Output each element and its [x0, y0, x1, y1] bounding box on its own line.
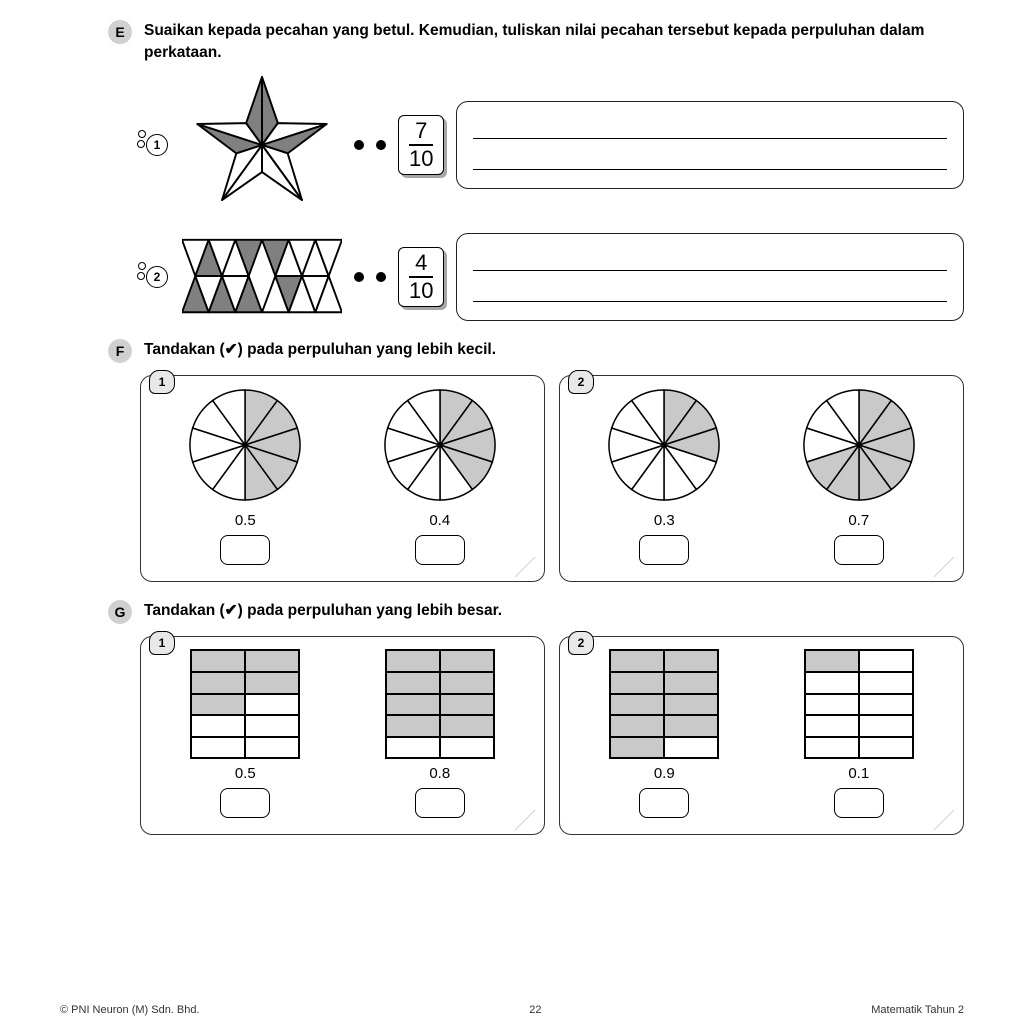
pie-option: 0.5 — [188, 388, 302, 565]
decimal-label: 0.3 — [654, 512, 675, 529]
grid-panel: 2 0.9 0.1 — [559, 636, 964, 835]
section-f: F Tandakan (✔) pada perpuluhan yang lebi… — [140, 339, 964, 582]
e-item-1: 1 — [140, 75, 964, 215]
panel-number: 1 — [149, 370, 175, 394]
grid-option: 0.9 — [609, 649, 719, 818]
pie-chart-icon — [802, 388, 916, 506]
fraction-grid — [385, 649, 495, 759]
section-title-e: Suaikan kepada pecahan yang betul. Kemud… — [144, 20, 964, 63]
decimal-label: 0.9 — [654, 765, 675, 782]
decimal-label: 0.4 — [429, 512, 450, 529]
decimal-label: 0.5 — [235, 765, 256, 782]
section-title-f: Tandakan (✔) pada perpuluhan yang lebih … — [144, 339, 496, 361]
decimal-label: 0.7 — [848, 512, 869, 529]
tick-box[interactable] — [415, 788, 465, 818]
fraction-grid — [804, 649, 914, 759]
section-badge-f: F — [108, 339, 132, 363]
tick-box[interactable] — [834, 535, 884, 565]
pie-option: 0.4 — [383, 388, 497, 565]
footer-copyright: © PNI Neuron (M) Sdn. Bhd. — [60, 1004, 200, 1016]
decimal-label: 0.1 — [848, 765, 869, 782]
e-item-2: 2 — [140, 233, 964, 321]
fraction-grid — [609, 649, 719, 759]
decimal-label: 0.5 — [235, 512, 256, 529]
pie-option: 0.7 — [802, 388, 916, 565]
tick-box[interactable] — [220, 535, 270, 565]
panel-number: 1 — [149, 631, 175, 655]
answer-lines[interactable] — [456, 101, 964, 189]
item-number-badge: 1 — [140, 132, 170, 158]
pie-chart-icon — [607, 388, 721, 506]
grid-option: 0.1 — [804, 649, 914, 818]
tick-box[interactable] — [834, 788, 884, 818]
section-g: G Tandakan (✔) pada perpuluhan yang lebi… — [140, 600, 964, 835]
section-title-g: Tandakan (✔) pada perpuluhan yang lebih … — [144, 600, 502, 622]
pie-chart-icon — [188, 388, 302, 506]
match-dot — [376, 272, 386, 282]
section-badge-e: E — [108, 20, 132, 44]
tick-box[interactable] — [220, 788, 270, 818]
decimal-label: 0.8 — [429, 765, 450, 782]
fraction-4-10: 4 10 — [398, 247, 444, 307]
tick-box[interactable] — [639, 788, 689, 818]
grid-panel: 1 0.5 0.8 — [140, 636, 545, 835]
pie-option: 0.3 — [607, 388, 721, 565]
pie-chart-icon — [383, 388, 497, 506]
section-badge-g: G — [108, 600, 132, 624]
match-dot — [354, 272, 364, 282]
footer-subject: Matematik Tahun 2 — [871, 1004, 964, 1016]
tick-box[interactable] — [415, 535, 465, 565]
star-shape — [182, 75, 342, 215]
match-dot — [354, 140, 364, 150]
panel-number: 2 — [568, 631, 594, 655]
triangle-strip-shape — [182, 238, 342, 316]
panel-number: 2 — [568, 370, 594, 394]
page-footer: © PNI Neuron (M) Sdn. Bhd. 22 Matematik … — [60, 1004, 964, 1016]
grid-option: 0.8 — [385, 649, 495, 818]
answer-lines[interactable] — [456, 233, 964, 321]
pie-panel: 2 0.3 0.7 — [559, 375, 964, 582]
match-dot — [376, 140, 386, 150]
footer-page: 22 — [529, 1004, 541, 1016]
item-number-badge: 2 — [140, 264, 170, 290]
fraction-7-10: 7 10 — [398, 115, 444, 175]
grid-option: 0.5 — [190, 649, 300, 818]
fraction-grid — [190, 649, 300, 759]
section-e: E Suaikan kepada pecahan yang betul. Kem… — [140, 20, 964, 321]
pie-panel: 1 0.5 0.4 — [140, 375, 545, 582]
tick-box[interactable] — [639, 535, 689, 565]
